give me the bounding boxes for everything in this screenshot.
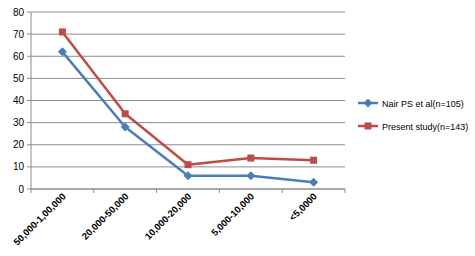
x-tick	[156, 189, 157, 193]
y-axis	[31, 12, 32, 189]
data-point	[122, 110, 129, 117]
legend-label: Present study(n=143)	[382, 122, 468, 132]
data-point	[185, 161, 192, 168]
data-point	[58, 47, 67, 56]
x-tick	[31, 189, 32, 193]
x-tick-label: <5,0000	[287, 191, 319, 223]
x-tick-label: 20,000-50,000	[80, 191, 131, 242]
grid-line	[31, 12, 345, 13]
data-point	[310, 157, 317, 164]
series-line	[62, 32, 313, 165]
y-tick	[27, 56, 31, 57]
legend-marker	[365, 123, 372, 130]
data-point	[121, 123, 130, 132]
y-tick-label: 40	[13, 95, 25, 106]
grid-line	[31, 78, 345, 79]
legend-marker	[364, 99, 373, 108]
y-tick	[27, 100, 31, 101]
grid-line	[31, 189, 345, 190]
y-tick	[27, 12, 31, 13]
x-tick	[93, 189, 94, 193]
data-point	[246, 171, 255, 180]
y-tick-label: 80	[13, 7, 25, 18]
chart: 0 10 20 30 40 50 60 70 80 50,000-1,00,00020,000-5…	[0, 0, 475, 256]
grid-line	[31, 122, 345, 123]
y-tick-label: 0	[18, 184, 24, 195]
grid-line	[31, 144, 345, 145]
y-tick-label: 60	[13, 51, 25, 62]
grid-line	[31, 34, 345, 35]
y-tick	[27, 166, 31, 167]
x-axis	[31, 189, 345, 190]
data-point	[309, 178, 318, 187]
y-tick-label: 30	[13, 117, 25, 128]
x-tick-label: 5,000-10,000	[209, 191, 256, 238]
y-tick	[27, 189, 31, 190]
x-tick	[345, 189, 346, 193]
plot-area	[58, 28, 318, 186]
grid-line	[31, 100, 345, 101]
series-line	[62, 52, 313, 183]
data-point	[184, 171, 193, 180]
y-tick-label: 10	[13, 161, 25, 172]
y-tick	[27, 34, 31, 35]
y-tick	[27, 144, 31, 145]
y-tick	[27, 78, 31, 79]
y-tick-label: 70	[13, 29, 25, 40]
data-point	[247, 155, 254, 162]
x-tick-label: 50,000-1,00,000	[11, 191, 68, 248]
y-tick-label: 50	[13, 73, 25, 84]
x-tick	[219, 189, 220, 193]
y-tick-label: 20	[13, 139, 25, 150]
x-tick	[282, 189, 283, 193]
legend-label: Nair PS et al(n=105)	[382, 99, 464, 109]
y-tick	[27, 122, 31, 123]
data-point	[59, 28, 66, 35]
grid-line	[31, 56, 345, 57]
x-tick-label: 10,000-20,000	[142, 191, 193, 242]
